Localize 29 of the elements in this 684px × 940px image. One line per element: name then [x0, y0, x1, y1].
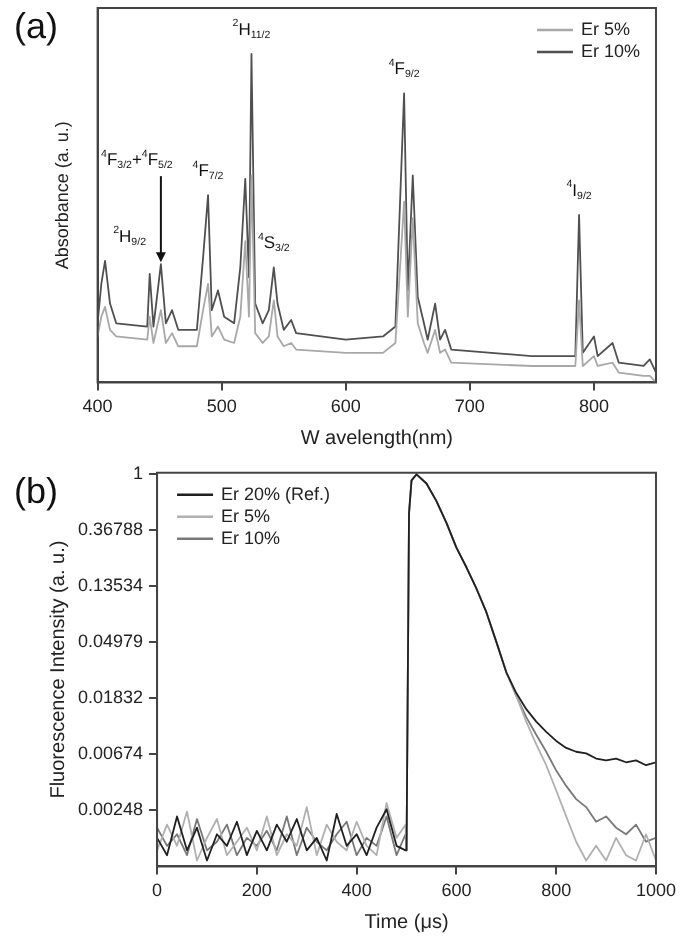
- y-tick-label: 1: [133, 463, 144, 484]
- y-tick-label: 0.13534: [77, 575, 144, 596]
- legend-label: Er 5%: [580, 18, 630, 39]
- x-tick-label: 800: [578, 396, 609, 417]
- x-tick-label: 0: [152, 880, 163, 901]
- chart-title: (b): [14, 470, 58, 511]
- legend-label: Er 10%: [221, 527, 281, 548]
- y-tick-label: 0.01832: [77, 686, 144, 707]
- x-tick-label: 700: [454, 396, 485, 417]
- x-axis-title: Time (μs): [364, 911, 449, 934]
- y-tick-label: 0.04979: [77, 631, 144, 652]
- x-tick-label: 200: [241, 880, 272, 901]
- x-tick-label: 600: [330, 396, 361, 417]
- y-tick-label: 0.00248: [77, 798, 144, 819]
- x-tick-label: 400: [82, 396, 113, 417]
- legend-label: Er 5%: [221, 505, 271, 526]
- x-tick-label: 400: [341, 880, 372, 901]
- x-tick-label: 500: [206, 396, 237, 417]
- x-axis-title: W avelength(nm): [300, 427, 453, 450]
- x-tick-label: 1000: [635, 880, 677, 901]
- legend-label: Er 20% (Ref.): [221, 483, 331, 504]
- y-tick-label: 0.36788: [77, 519, 144, 540]
- y-axis-title: Fluorescence Intensity (a. u.): [47, 540, 70, 799]
- x-tick-label: 600: [441, 880, 472, 901]
- y-tick-label: 0.00674: [77, 742, 144, 763]
- chart-title: (a): [14, 5, 58, 46]
- y-axis-title: Absorbance (a. u.): [51, 121, 72, 270]
- legend-label: Er 10%: [580, 40, 640, 61]
- x-tick-label: 800: [541, 880, 572, 901]
